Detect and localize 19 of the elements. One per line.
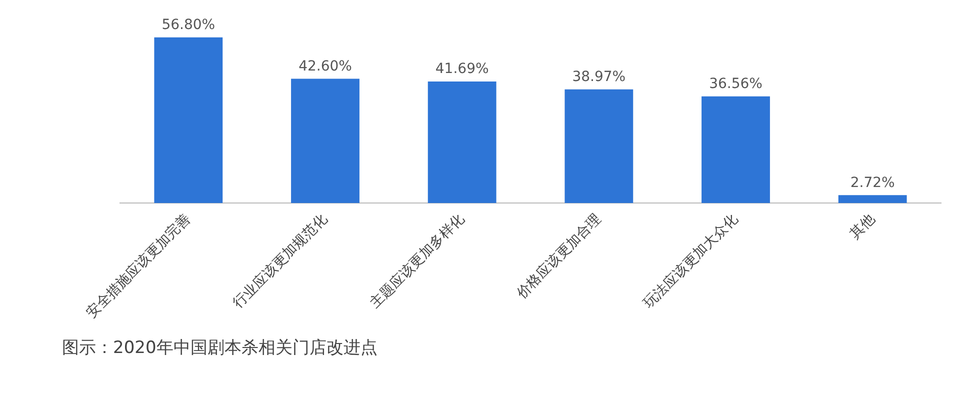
data-label: 41.69% (435, 61, 489, 78)
bar (838, 195, 907, 204)
bar (428, 81, 496, 204)
x-tick-label: 价格应该更加合理 (513, 211, 604, 302)
bar (154, 37, 223, 204)
x-tick-label: 玩法应该更加大众化 (640, 211, 742, 312)
text: 图示：2020年中国剧本杀相关门店改进点 (62, 337, 378, 360)
data-label: 36.56% (709, 76, 762, 92)
data-label: 38.97% (572, 69, 626, 86)
x-tick-label: 安全措施应该更加完善 (82, 210, 194, 322)
x-tick-label: 主题应该更加多样化 (367, 211, 468, 312)
x-tick-label: 其他 (846, 211, 878, 242)
x-tick-label: 行业应该更加规范化 (230, 211, 331, 312)
bar (564, 89, 634, 204)
bar (291, 78, 360, 204)
data-label: 56.80% (162, 16, 216, 33)
data-label: 2.72% (850, 174, 895, 191)
data-label: 42.60% (298, 58, 352, 74)
bar (702, 96, 770, 204)
